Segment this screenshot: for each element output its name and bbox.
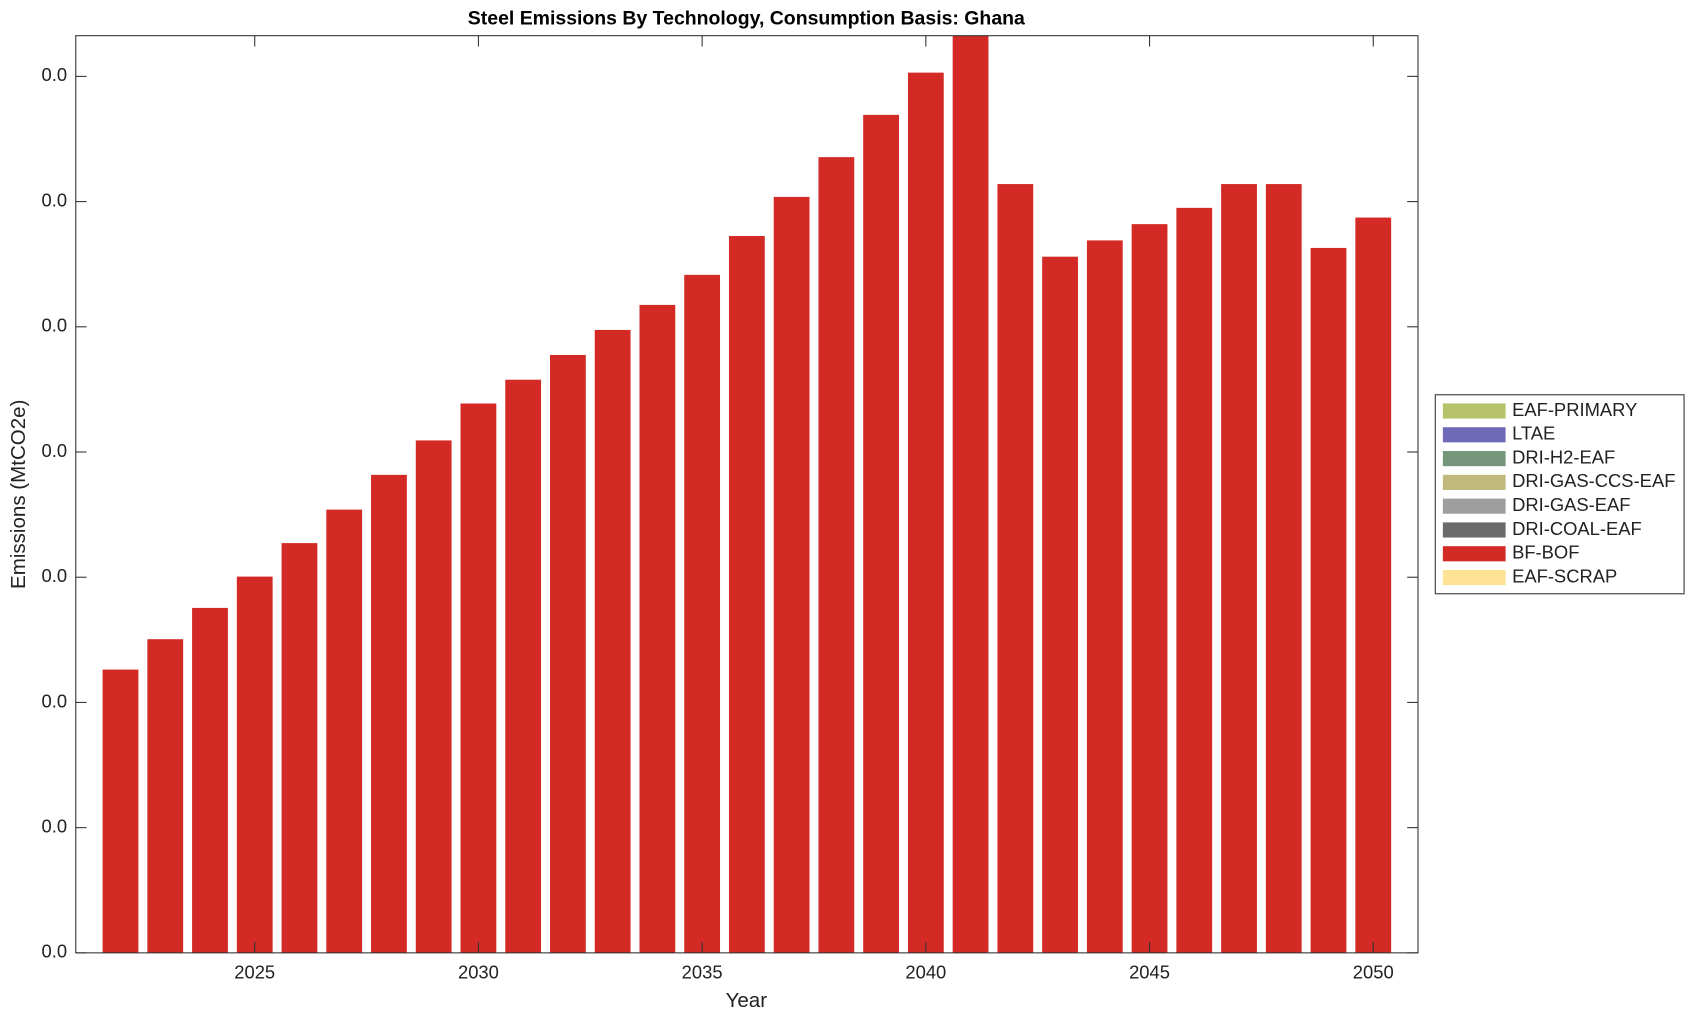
legend-swatch	[1442, 522, 1506, 538]
bars	[102, 35, 1392, 953]
bar-segment	[1355, 217, 1392, 953]
bar-segment	[863, 114, 899, 953]
bar-segment	[997, 184, 1034, 953]
bar-segment	[505, 379, 542, 953]
bar-segment	[639, 304, 676, 953]
bar-segment	[818, 157, 855, 953]
bar-segment	[684, 274, 721, 953]
bar-segment	[102, 669, 139, 953]
legend-label: BF-BOF	[1512, 542, 1579, 563]
bar-segment	[550, 354, 586, 953]
y-tick-label: 0.0	[42, 64, 68, 85]
legend-swatch	[1442, 498, 1506, 514]
bar-segment	[1265, 184, 1302, 953]
legend-label: DRI-GAS-CCS-EAF	[1512, 470, 1675, 491]
y-axis-label: Emissions (MtCO2e)	[7, 400, 30, 589]
legend-swatch	[1442, 569, 1506, 586]
bar-segment	[952, 35, 989, 953]
bar-segment	[1086, 240, 1123, 953]
bar-segment	[1310, 247, 1347, 953]
x-tick-label: 2030	[458, 961, 499, 982]
bar-segment	[460, 403, 497, 953]
bar-segment	[594, 329, 631, 953]
legend-label: DRI-GAS-EAF	[1512, 494, 1630, 515]
bar-segment	[281, 543, 318, 953]
bar-segment	[907, 72, 944, 953]
legend-swatch	[1442, 403, 1506, 419]
y-tick-label: 0.0	[42, 315, 68, 336]
y-tick-label: 0.0	[42, 816, 68, 837]
legend-label: DRI-H2-EAF	[1512, 446, 1615, 467]
legend-swatch	[1442, 546, 1506, 562]
x-tick-label: 2050	[1353, 961, 1394, 982]
legend-swatch	[1442, 427, 1506, 443]
bar-segment	[1042, 256, 1078, 953]
legend-swatch	[1442, 474, 1506, 490]
bar-segment	[147, 639, 184, 953]
y-tick-label: 0.0	[42, 690, 68, 711]
y-tick-label: 0.0	[42, 440, 68, 461]
x-tick-label: 2045	[1129, 961, 1170, 982]
bar-segment	[1221, 184, 1257, 953]
bar-segment	[728, 236, 765, 953]
x-tick-label: 2035	[682, 961, 723, 982]
legend-label: EAF-SCRAP	[1512, 565, 1617, 586]
x-tick-label: 2040	[905, 961, 946, 982]
bar-segment	[773, 196, 810, 953]
y-tick-label: 0.0	[42, 565, 68, 586]
bar-segment	[1176, 207, 1213, 953]
bar-segment	[371, 474, 407, 953]
bar-segment	[326, 509, 363, 953]
y-tick-label: 0.0	[42, 189, 68, 210]
legend-label: EAF-PRIMARY	[1512, 399, 1637, 420]
legend-label: LTAE	[1512, 423, 1555, 444]
bar-segment	[192, 607, 228, 953]
legend-swatch	[1442, 451, 1506, 467]
legend-label: DRI-COAL-EAF	[1512, 518, 1642, 539]
x-tick-label: 2025	[234, 961, 275, 982]
bar-segment	[1131, 224, 1168, 953]
y-tick-label: 0.0	[42, 941, 68, 962]
bar-segment	[415, 440, 452, 953]
chart-title: Steel Emissions By Technology, Consumpti…	[468, 8, 1025, 30]
plot-frame	[75, 35, 1419, 954]
x-axis-label: Year	[726, 989, 768, 1012]
bar-segment	[236, 576, 273, 953]
